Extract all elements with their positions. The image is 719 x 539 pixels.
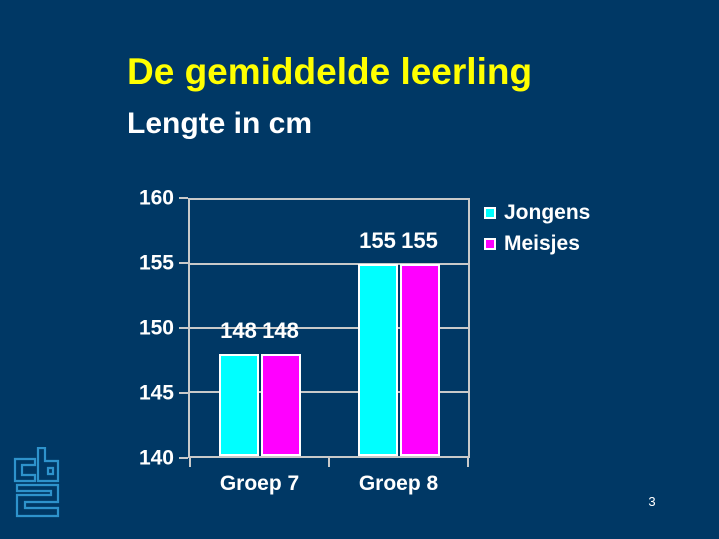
value-label: 148 xyxy=(220,317,257,343)
bar-meisjes-groep-7 xyxy=(260,353,301,456)
x-category-label: Groep 8 xyxy=(358,472,439,495)
y-tick-label: 150 xyxy=(138,316,174,340)
x-tick xyxy=(467,458,469,467)
y-tick xyxy=(179,392,188,394)
cbs-logo-icon xyxy=(13,447,60,518)
legend-label: Meisjes xyxy=(504,232,580,255)
slide-subtitle: Lengte in cm xyxy=(127,107,313,140)
y-tick xyxy=(179,197,188,199)
value-label: 155 xyxy=(359,228,396,253)
legend-label: Jongens xyxy=(504,201,591,224)
y-tick-label: 160 xyxy=(138,186,174,210)
plot-area: Groep 7 148 148 Groep 8 155 155 xyxy=(188,198,470,495)
y-tick-label: 155 xyxy=(138,251,174,275)
bar-meisjes-groep-8 xyxy=(399,264,440,456)
value-label: 148 xyxy=(262,317,299,343)
gridline xyxy=(190,391,468,393)
legend-item: Jongens xyxy=(484,201,590,225)
y-tick xyxy=(179,327,188,329)
bar-jongens-groep-7 xyxy=(218,353,259,456)
slide-title: De gemiddelde leerling xyxy=(127,51,533,92)
legend-swatch-icon xyxy=(484,238,496,250)
page-number: 3 xyxy=(648,494,656,509)
y-axis-ticks xyxy=(179,197,188,459)
value-label: 155 xyxy=(401,228,438,253)
legend-swatch-icon xyxy=(484,207,496,219)
x-tick xyxy=(328,458,330,467)
x-category-label: Groep 7 xyxy=(219,472,300,495)
gridline xyxy=(190,263,468,265)
y-tick xyxy=(179,262,188,264)
legend-item: Meisjes xyxy=(484,232,590,256)
y-tick xyxy=(179,457,188,459)
gridline xyxy=(190,327,468,329)
legend: Jongens Meisjes xyxy=(484,201,590,263)
bar-jongens-groep-8 xyxy=(357,264,398,456)
x-tick xyxy=(189,458,191,467)
y-tick-label: 140 xyxy=(138,446,174,470)
y-axis-labels: 140 145 150 155 160 xyxy=(118,188,174,469)
y-tick-label: 145 xyxy=(138,381,174,405)
